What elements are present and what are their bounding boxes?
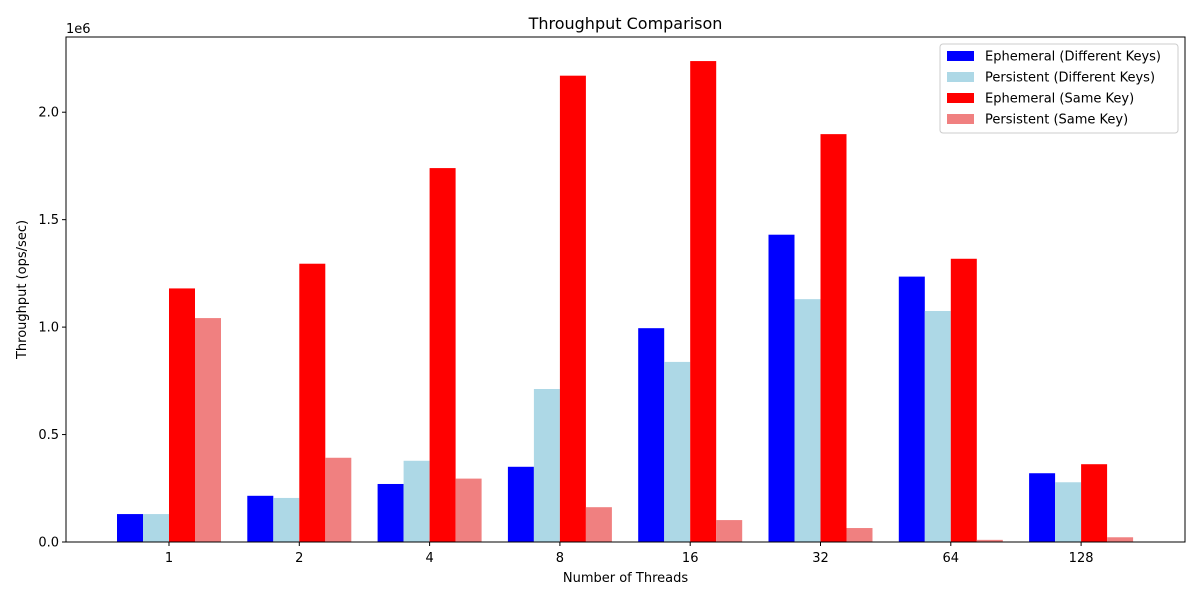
bar-series-1-64 [898, 276, 925, 542]
bar-series-3-16 [690, 61, 717, 542]
legend-swatch [947, 93, 974, 103]
legend-label: Ephemeral (Same Key) [985, 92, 1134, 107]
y-tick-label: 0.0 [38, 536, 59, 551]
bar-series-3-32 [820, 134, 847, 543]
bar-series-1-4 [377, 483, 404, 542]
y-offset-label: 1e6 [66, 22, 91, 37]
legend: Ephemeral (Different Keys) Persistent (Di… [939, 43, 1179, 134]
bar-series-3-128 [1081, 464, 1108, 542]
x-tick-label: 32 [812, 551, 829, 566]
y-axis-label: Throughput (ops/sec) [15, 220, 30, 360]
bar-series-1-2 [247, 495, 274, 542]
bar-series-3-4 [429, 168, 456, 542]
bar-series-3-2 [299, 263, 326, 542]
x-axis-label: Number of Threads [563, 571, 688, 586]
x-tick-label: 8 [556, 551, 564, 566]
chart-title: Throughput Comparison [528, 14, 723, 33]
x-tick-label: 64 [943, 551, 960, 566]
bar-series-4-32 [846, 528, 873, 542]
bar-series-4-16 [716, 520, 743, 542]
x-axis: 1 2 4 8 16 32 64 128 [165, 542, 1094, 566]
plot-frame [65, 36, 1186, 543]
bar-series-2-32 [794, 299, 821, 542]
bar-series-1-16 [638, 328, 665, 542]
y-tick-label: 2.0 [38, 106, 59, 121]
bar-series-4-64 [976, 539, 1003, 542]
x-tick-label: 4 [425, 551, 433, 566]
legend-frame [939, 43, 1179, 134]
bar-series-2-4 [403, 460, 430, 542]
bar-series-1-128 [1029, 473, 1056, 542]
legend-label: Ephemeral (Different Keys) [985, 50, 1161, 65]
y-tick-label: 0.5 [38, 428, 59, 443]
bar-series-2-128 [1055, 482, 1082, 542]
bar-series-2-1 [143, 514, 169, 542]
bar-series-2-16 [664, 361, 691, 542]
bar-series-1-32 [768, 234, 795, 542]
bar-series-3-64 [950, 258, 977, 542]
y-tick-label: 1.5 [38, 213, 59, 228]
legend-swatch [947, 114, 974, 124]
bar-series-4-4 [455, 478, 482, 542]
legend-swatch [947, 72, 974, 82]
bar-series-4-8 [585, 507, 612, 542]
bar-series-1-1 [117, 514, 143, 542]
bar-series-2-8 [533, 388, 560, 542]
bars-layer [117, 61, 1134, 543]
x-tick-label: 128 [1069, 551, 1094, 566]
legend-swatch [947, 51, 974, 61]
bar-series-2-2 [273, 497, 300, 542]
y-axis: 0.0 0.5 1.0 1.5 2.0 [38, 106, 66, 551]
x-tick-label: 2 [295, 551, 303, 566]
legend-label: Persistent (Same Key) [985, 113, 1128, 128]
y-tick-label: 1.0 [38, 321, 59, 336]
x-tick-label: 1 [165, 551, 173, 566]
bar-series-2-64 [924, 310, 951, 542]
bar-series-1-8 [507, 466, 534, 542]
bar-series-3-1 [169, 288, 195, 542]
bar-series-4-2 [325, 457, 352, 542]
x-tick-label: 16 [682, 551, 699, 566]
legend-label: Persistent (Different Keys) [985, 71, 1155, 86]
bar-series-4-128 [1107, 537, 1134, 542]
bar-series-4-1 [195, 318, 221, 542]
bar-series-3-8 [559, 75, 586, 543]
